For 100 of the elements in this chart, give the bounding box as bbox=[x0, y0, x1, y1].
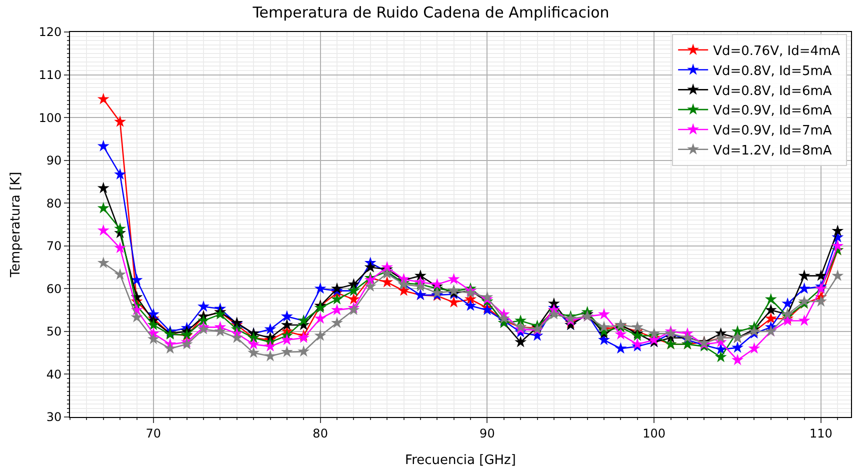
point bbox=[314, 312, 326, 324]
point bbox=[448, 296, 460, 308]
point bbox=[631, 320, 644, 332]
point bbox=[431, 278, 444, 290]
point bbox=[198, 300, 210, 312]
x-axis-title: Frecuencia [GHz] bbox=[405, 453, 516, 468]
point bbox=[97, 256, 110, 268]
point bbox=[114, 242, 126, 254]
point bbox=[280, 346, 293, 358]
point bbox=[814, 295, 827, 307]
point bbox=[264, 350, 276, 362]
point bbox=[364, 280, 376, 292]
legend-label: Vd=0.76V, Id=4mA bbox=[713, 44, 840, 59]
chart-title: Temperatura de Ruido Cadena de Amplificacion bbox=[252, 4, 610, 22]
point bbox=[280, 318, 293, 330]
x-tick-label: 80 bbox=[312, 426, 328, 440]
point bbox=[348, 278, 360, 290]
point bbox=[97, 140, 110, 152]
legend-label: Vd=1.2V, Id=8mA bbox=[713, 143, 832, 158]
point bbox=[414, 270, 426, 281]
point bbox=[782, 297, 794, 309]
point bbox=[714, 343, 727, 355]
point bbox=[832, 224, 844, 236]
point bbox=[348, 293, 360, 304]
legend-label: Vd=0.8V, Id=5mA bbox=[713, 64, 832, 79]
point bbox=[314, 329, 326, 341]
point bbox=[97, 202, 110, 214]
point bbox=[732, 354, 744, 366]
point bbox=[248, 346, 260, 358]
point bbox=[298, 332, 310, 343]
point bbox=[264, 323, 276, 334]
point bbox=[481, 290, 494, 302]
point bbox=[832, 240, 844, 251]
point bbox=[331, 293, 343, 304]
point bbox=[464, 286, 476, 298]
point bbox=[331, 316, 343, 328]
y-tick-label: 40 bbox=[46, 367, 62, 382]
point bbox=[598, 320, 610, 332]
point bbox=[114, 168, 126, 180]
point bbox=[248, 338, 260, 350]
point bbox=[114, 222, 126, 234]
y-tick-label: 110 bbox=[38, 68, 62, 82]
x-tick-label: 100 bbox=[642, 426, 666, 440]
point bbox=[714, 350, 727, 362]
x-tick-label: 90 bbox=[480, 426, 495, 440]
point bbox=[798, 270, 810, 281]
point bbox=[381, 276, 394, 288]
point bbox=[614, 328, 627, 340]
point bbox=[314, 302, 326, 314]
point bbox=[814, 270, 827, 281]
y-tick-label: 100 bbox=[38, 110, 62, 125]
point bbox=[280, 334, 293, 346]
y-tick-label: 50 bbox=[46, 324, 62, 339]
point bbox=[214, 308, 226, 320]
point bbox=[264, 340, 276, 352]
point bbox=[764, 312, 777, 324]
point bbox=[114, 116, 126, 127]
point bbox=[381, 260, 394, 272]
point bbox=[548, 308, 560, 320]
point bbox=[280, 310, 293, 322]
point bbox=[764, 304, 777, 316]
y-tick-label: 70 bbox=[46, 239, 62, 254]
legend-label: Vd=0.8V, Id=6mA bbox=[713, 84, 832, 99]
x-tick-label: 110 bbox=[810, 426, 832, 440]
point bbox=[230, 332, 243, 343]
point bbox=[298, 345, 310, 357]
point bbox=[764, 293, 777, 304]
point bbox=[514, 314, 527, 326]
point bbox=[164, 342, 176, 354]
point bbox=[97, 92, 110, 104]
y-tick-label: 120 bbox=[38, 25, 62, 40]
point bbox=[331, 282, 343, 294]
point bbox=[314, 282, 326, 294]
point bbox=[364, 260, 376, 272]
point bbox=[548, 297, 560, 309]
y-tick-label: 60 bbox=[46, 282, 62, 296]
point bbox=[798, 282, 810, 294]
point bbox=[448, 272, 460, 284]
point bbox=[114, 268, 126, 280]
legend-label: Vd=0.9V, Id=6mA bbox=[713, 104, 832, 119]
point bbox=[214, 325, 226, 337]
point bbox=[130, 311, 143, 322]
point bbox=[598, 308, 610, 320]
point bbox=[97, 224, 110, 236]
point bbox=[147, 332, 160, 344]
point bbox=[832, 270, 844, 281]
point bbox=[631, 338, 644, 350]
point bbox=[798, 314, 810, 326]
point bbox=[414, 280, 426, 292]
point bbox=[514, 336, 527, 348]
y-tick-label: 30 bbox=[46, 410, 62, 424]
point bbox=[732, 325, 744, 337]
point bbox=[147, 318, 160, 330]
y-axis-title: Temperatura [K] bbox=[8, 172, 24, 278]
point bbox=[331, 304, 343, 316]
legend-label: Vd=0.9V, Id=7mA bbox=[713, 124, 832, 139]
point bbox=[97, 182, 110, 194]
y-tick-label: 80 bbox=[46, 196, 62, 210]
x-tick-label: 70 bbox=[146, 426, 162, 440]
point bbox=[198, 323, 210, 334]
